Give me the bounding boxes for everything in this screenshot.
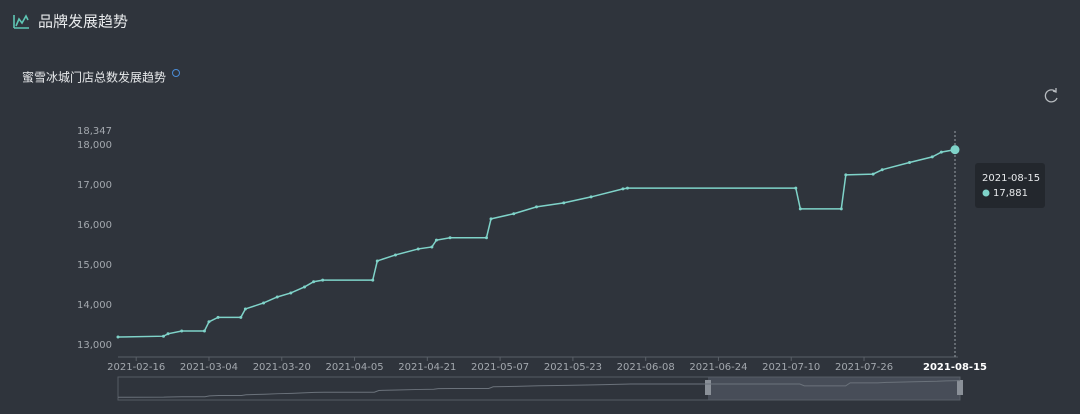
y-tick-label: 13,000 bbox=[77, 340, 112, 351]
point bbox=[289, 291, 293, 295]
x-tick-label: 2021-06-08 bbox=[617, 362, 675, 373]
point bbox=[484, 236, 488, 240]
point bbox=[794, 186, 798, 190]
tooltip-date: 2021-08-15 bbox=[982, 173, 1040, 184]
point bbox=[216, 315, 220, 319]
y-tick-label: 16,000 bbox=[77, 220, 112, 231]
chart-title: 蜜雪冰城门店总数发展趋势 bbox=[22, 70, 166, 85]
tooltip-value: 17,881 bbox=[993, 188, 1028, 199]
header-title: 品牌发展趋势 bbox=[38, 13, 128, 31]
point bbox=[535, 205, 538, 209]
x-tick-label: 2021-06-24 bbox=[689, 362, 747, 373]
point bbox=[166, 332, 170, 336]
point bbox=[303, 285, 307, 289]
y-tick-label: 17,000 bbox=[77, 180, 112, 191]
x-tick-label: 2021-05-07 bbox=[471, 362, 529, 373]
point bbox=[512, 212, 516, 216]
x-tick-label: 2021-02-16 bbox=[107, 362, 165, 373]
point bbox=[625, 186, 629, 190]
tooltip-swatch bbox=[982, 189, 990, 197]
y-tick-label: 15,000 bbox=[77, 260, 112, 271]
point bbox=[321, 278, 325, 282]
point bbox=[262, 301, 266, 305]
tooltip bbox=[975, 163, 1045, 208]
point bbox=[589, 195, 593, 199]
point bbox=[430, 245, 434, 249]
point bbox=[448, 236, 452, 240]
pointer-marker bbox=[950, 145, 960, 155]
x-tick-label: 2021-03-04 bbox=[180, 362, 238, 373]
point bbox=[930, 155, 934, 159]
point bbox=[371, 278, 375, 282]
point bbox=[243, 307, 247, 311]
pointer-x-label: 2021-08-15 bbox=[923, 362, 987, 373]
y-tick-label: 14,000 bbox=[77, 300, 112, 311]
point bbox=[375, 259, 379, 263]
x-tick-label: 2021-04-21 bbox=[398, 362, 456, 373]
point bbox=[393, 253, 397, 257]
line bbox=[117, 148, 956, 338]
zoom-handle[interactable] bbox=[705, 380, 711, 395]
y-tick-label: 18,347 bbox=[77, 126, 112, 137]
point bbox=[207, 320, 211, 324]
point bbox=[489, 217, 493, 221]
point bbox=[839, 207, 843, 211]
point bbox=[798, 207, 802, 211]
point bbox=[880, 168, 884, 172]
point bbox=[562, 201, 566, 205]
point bbox=[202, 329, 206, 333]
point bbox=[844, 173, 848, 177]
point bbox=[161, 334, 165, 338]
info-icon[interactable] bbox=[172, 69, 180, 77]
y-tick-label: 18,000 bbox=[77, 140, 112, 151]
point bbox=[239, 315, 243, 319]
x-tick-label: 2021-07-26 bbox=[835, 362, 893, 373]
point bbox=[621, 187, 625, 191]
point bbox=[116, 335, 120, 339]
point bbox=[312, 280, 316, 284]
header-icon bbox=[13, 14, 29, 29]
x-tick-label: 2021-04-05 bbox=[325, 362, 383, 373]
point bbox=[416, 247, 420, 251]
x-tick-label: 2021-05-23 bbox=[544, 362, 602, 373]
point bbox=[434, 238, 438, 242]
point bbox=[275, 295, 279, 299]
x-tick-label: 2021-07-10 bbox=[762, 362, 820, 373]
point bbox=[939, 150, 943, 154]
refresh-icon[interactable] bbox=[1044, 88, 1058, 103]
slider-preview bbox=[117, 380, 961, 398]
point bbox=[908, 160, 912, 164]
zoom-handle[interactable] bbox=[957, 380, 963, 395]
x-tick-label: 2021-03-20 bbox=[253, 362, 311, 373]
point bbox=[871, 172, 875, 176]
zoom-window[interactable] bbox=[708, 377, 960, 400]
point bbox=[180, 329, 184, 333]
